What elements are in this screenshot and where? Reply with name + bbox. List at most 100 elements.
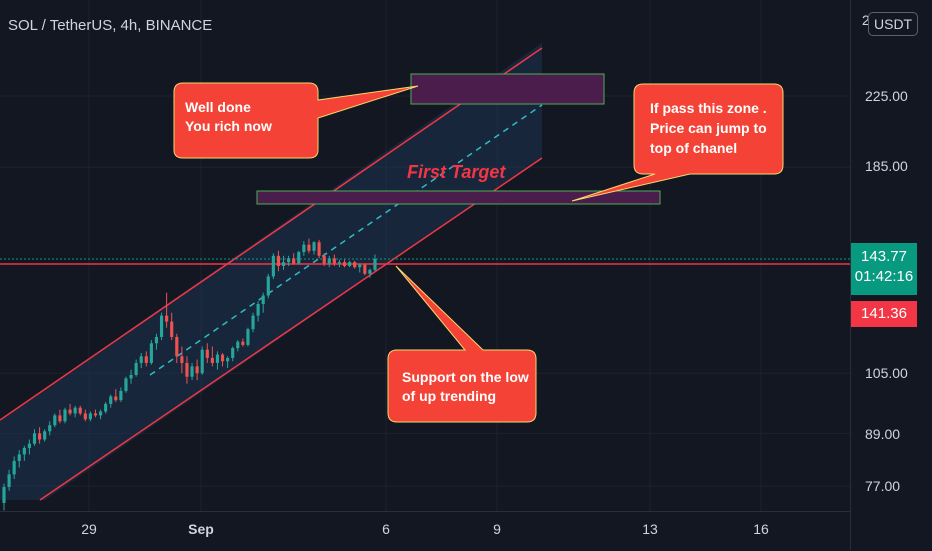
time-axis[interactable]: 29 Sep 6 9 13 16	[0, 511, 850, 551]
price-tick-partial: 2	[862, 12, 870, 28]
candle-up	[246, 329, 250, 345]
candle-up	[129, 374, 133, 379]
candle-down	[353, 262, 357, 268]
candle-down	[165, 315, 169, 322]
candle-down	[292, 258, 296, 264]
candle-down	[241, 341, 245, 345]
price-tick: 185.00	[865, 158, 908, 174]
chart-title: SOL / TetherUS, 4h, BINANCE	[8, 17, 213, 34]
callout-top-left	[173, 82, 419, 159]
candle-down	[332, 258, 336, 264]
candle-down	[93, 413, 98, 416]
candle-up	[297, 252, 301, 264]
first-target-zone	[256, 190, 661, 205]
candle-down	[170, 321, 174, 337]
candle-up	[53, 415, 57, 426]
candle-up	[159, 315, 164, 337]
candle-up	[17, 454, 21, 461]
callout-top-left-line-2: You rich now	[185, 118, 272, 134]
time-tick: Sep	[188, 521, 214, 537]
candle-down	[114, 396, 118, 401]
callout-bottom	[387, 265, 537, 423]
price-tick: 89.00	[865, 426, 901, 442]
candle-up	[302, 244, 306, 253]
candle-up	[261, 295, 265, 305]
candle-up	[337, 262, 342, 264]
candlestick-chart: First Target Well done You rich now If pa…	[0, 0, 850, 511]
candle-up	[215, 354, 220, 363]
candle-up	[73, 407, 77, 414]
candle-up	[226, 357, 230, 362]
candle-up	[190, 366, 194, 377]
candle-up	[109, 396, 113, 404]
candle-down	[363, 264, 367, 274]
candle-up	[7, 474, 11, 487]
candle-up	[256, 304, 260, 316]
marked-price-label: 141.36	[851, 301, 917, 327]
currency-unit-button[interactable]: USDT	[868, 12, 919, 36]
candle-up	[32, 433, 37, 444]
candle-down	[83, 413, 87, 420]
price-tick: 77.00	[865, 478, 901, 494]
current-price-label: 143.77 01:42:16	[851, 243, 917, 295]
candle-down	[220, 354, 225, 362]
candle-up	[22, 447, 26, 455]
candle-down	[58, 415, 62, 422]
candle-up	[271, 255, 275, 277]
candle-countdown: 01:42:16	[854, 268, 914, 285]
candle-up	[200, 349, 204, 374]
callout-bottom-line-2: of up trending	[402, 388, 496, 404]
candle-up	[124, 378, 128, 391]
candle-down	[322, 255, 326, 264]
price-tick: 225.00	[865, 88, 908, 104]
callout-top-right-line-1: If pass this zone .	[650, 100, 767, 116]
time-tick: 9	[493, 521, 501, 537]
candle-down	[210, 357, 214, 363]
channel-lower-line	[39, 157, 543, 501]
candle-up	[231, 348, 235, 358]
candle-up	[348, 262, 352, 266]
channel-upper-line	[0, 47, 543, 421]
candle-down	[342, 262, 347, 266]
candle-up	[48, 425, 52, 432]
candle-down	[205, 349, 209, 358]
candle-up	[281, 262, 286, 266]
candle-down	[180, 356, 184, 363]
candle-up	[368, 269, 372, 274]
current-price-value: 143.77	[861, 248, 907, 265]
candle-up	[2, 486, 6, 503]
candle-down	[276, 255, 281, 266]
candle-up	[373, 258, 377, 270]
candle-down	[185, 362, 189, 377]
candle-up	[27, 443, 31, 448]
candle-down	[78, 407, 82, 414]
candle-up	[287, 258, 291, 263]
price-tick: 105.00	[865, 365, 908, 381]
first-target-label: First Target	[407, 162, 506, 182]
candle-up	[119, 390, 123, 401]
candle-up	[134, 362, 138, 375]
candle-down	[68, 409, 72, 414]
time-tick: 29	[81, 521, 97, 537]
candle-up	[104, 403, 108, 412]
candle-down	[307, 244, 311, 251]
candle-down	[175, 336, 179, 357]
callout-top-right-line-2: Price can jump to	[650, 120, 767, 136]
candle-up	[98, 411, 103, 416]
candle-up	[149, 343, 153, 363]
time-tick: 6	[382, 521, 390, 537]
candle-up	[12, 460, 16, 475]
candle-up	[327, 258, 331, 264]
channel-mid-line	[149, 104, 543, 376]
candle-down	[37, 433, 42, 440]
candle-up	[139, 356, 143, 363]
candle-down	[317, 242, 321, 256]
svg-text:If pass this zone .Price can j: If pass this zone . Price can jump to top …	[650, 100, 767, 156]
candle-up	[43, 431, 47, 440]
candle-up	[63, 409, 67, 422]
candle-down	[144, 356, 148, 363]
candle-up	[154, 336, 159, 344]
candle-up	[251, 315, 255, 330]
